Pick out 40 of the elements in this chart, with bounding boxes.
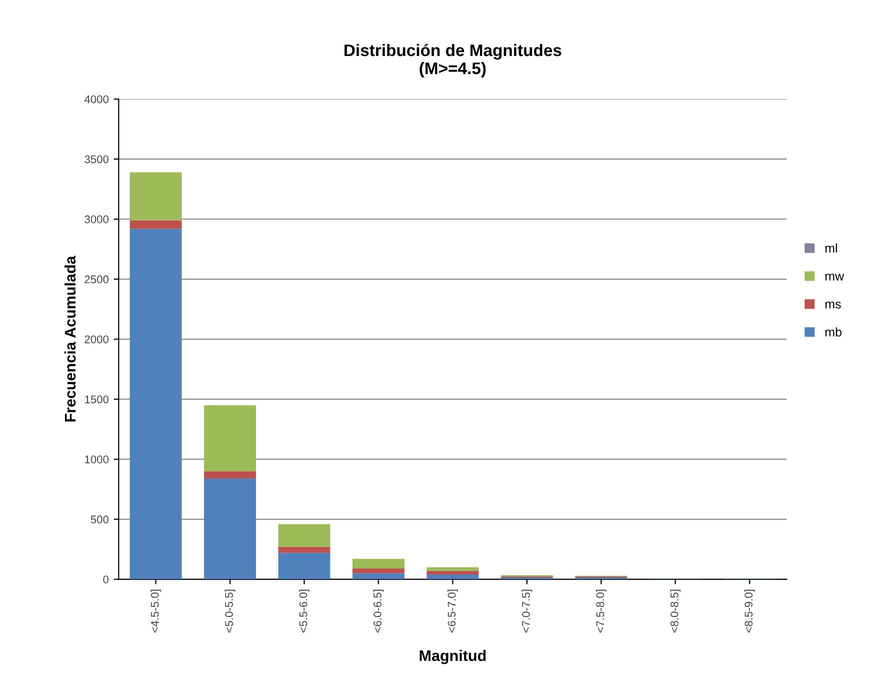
bar: [130, 220, 182, 229]
legend-label: mw: [825, 274, 844, 280]
bar: [352, 558, 404, 568]
bar: [278, 524, 330, 547]
x-tick-label: <7.0-7.5]: [522, 590, 532, 633]
y-tick-label: 2500: [84, 275, 109, 284]
bar: [130, 228, 182, 580]
bar: [426, 574, 479, 580]
x-tick-label: <8.5-9.0]: [744, 590, 755, 633]
y-tick-label: 500: [90, 516, 109, 524]
y-tick-label: 4000: [84, 95, 109, 104]
x-tick-label: <6.0-6.5]: [373, 590, 384, 633]
legend-label: ms: [825, 302, 841, 309]
bar: [130, 172, 182, 220]
x-tick-label: <5.0-5.5]: [224, 590, 236, 633]
y-axis-title: Frecuencia Acumulada: [64, 256, 76, 422]
chart-title: Distribución de Magnitudes (M>=4.5): [344, 44, 562, 78]
x-axis-title: Magnitud: [420, 650, 486, 664]
bar: [352, 573, 404, 580]
x-tick-label: <4.5-5.0]: [150, 590, 161, 633]
x-tick-label: <8.0-8.5]: [670, 590, 681, 633]
bar: [204, 405, 256, 472]
bar: [426, 567, 479, 571]
y-tick-label: 3500: [84, 155, 109, 164]
bar: [352, 568, 404, 574]
legend-label: mb: [825, 327, 842, 337]
legend-label: ml: [825, 243, 837, 252]
y-tick-label: 2000: [84, 335, 109, 344]
bar: [426, 570, 479, 574]
bar: [278, 546, 330, 553]
y-tick-label: 0: [103, 576, 109, 584]
x-tick-label: <5.5-6.0]: [299, 590, 310, 633]
x-tick-label: <7.5-8.0]: [596, 590, 606, 633]
y-tick-label: 1000: [85, 456, 109, 464]
y-tick-label: 3000: [84, 215, 109, 224]
bar: [204, 471, 256, 478]
bar: [204, 478, 256, 580]
y-tick-label: 1500: [85, 395, 109, 404]
bar: [278, 552, 330, 580]
x-tick-label: <6.5-7.0]: [448, 590, 458, 633]
